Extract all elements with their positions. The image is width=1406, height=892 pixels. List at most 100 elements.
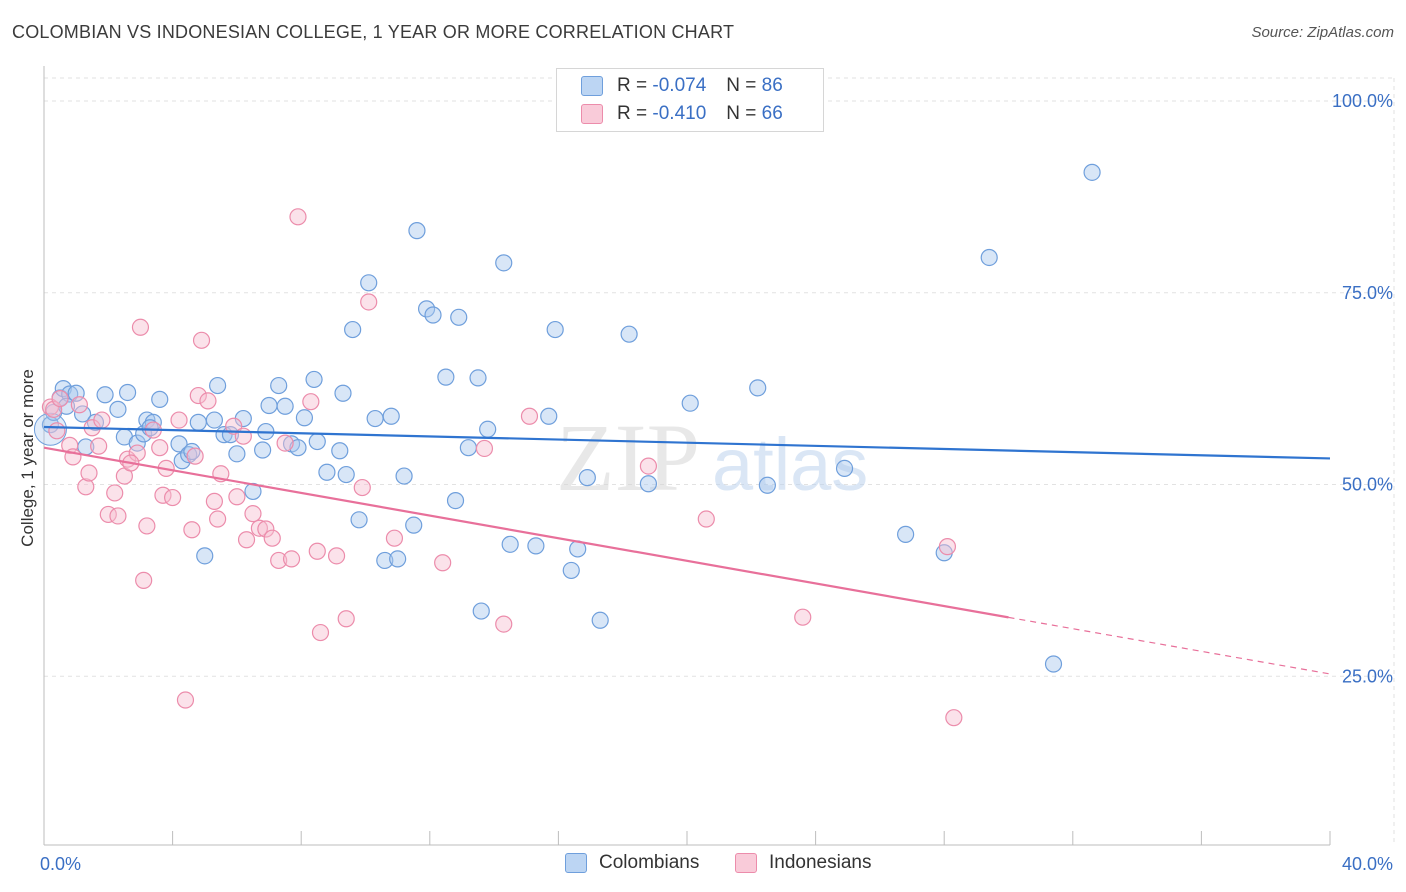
colombians-point <box>405 516 423 534</box>
indonesians-point <box>938 538 957 556</box>
colombians-point <box>681 394 699 412</box>
colombians-point <box>1044 655 1063 673</box>
colombians-point <box>366 409 384 428</box>
watermark-zip: ZIP <box>556 404 700 511</box>
indonesians-point <box>164 488 182 507</box>
colombians-trend-line <box>43 425 1331 460</box>
indonesians-point <box>109 507 127 525</box>
legend-row-indonesians: R = -0.410 N = 66 <box>581 101 783 127</box>
indonesians-point <box>45 400 63 418</box>
indonesians-point <box>138 517 156 535</box>
legend-n-value: 66 <box>761 103 783 124</box>
colombians-point <box>209 376 227 395</box>
indonesians-point <box>282 550 301 568</box>
indonesians-point <box>106 484 124 502</box>
colombians-point <box>459 439 477 457</box>
legend-n-label: N = <box>726 103 757 124</box>
indonesians-point <box>170 411 188 429</box>
chart-title: COLOMBIAN VS INDONESIAN COLLEGE, 1 YEAR … <box>12 22 735 42</box>
legend-r-label: R = <box>617 103 648 124</box>
indonesians-points <box>41 208 963 727</box>
colombians-point <box>73 405 92 423</box>
indonesians-point <box>183 521 201 539</box>
colombians-point <box>151 390 169 408</box>
indonesians-point <box>311 623 330 642</box>
indonesians-point <box>48 422 66 440</box>
indonesians-point <box>186 447 204 465</box>
bottom-legend-swatch-colombians <box>565 853 587 873</box>
indonesians-point <box>308 542 326 560</box>
colombians-point <box>501 535 519 553</box>
colombians-point <box>344 320 362 339</box>
y-tick-label: 75.0% <box>1342 283 1393 303</box>
colombians-point <box>260 396 278 415</box>
indonesians-point <box>93 411 111 429</box>
indonesians-point <box>51 390 69 408</box>
colombians-point <box>472 602 490 620</box>
indonesians-point <box>244 505 262 523</box>
colombians-point <box>639 475 658 493</box>
indonesians-point <box>176 691 195 709</box>
bottom-legend: Colombians Indonesians <box>0 852 1406 878</box>
colombians-point <box>196 547 214 565</box>
colombians-point <box>270 376 288 395</box>
indonesians-point <box>234 427 252 445</box>
colombians-point <box>389 550 407 568</box>
colombians-point <box>350 511 368 529</box>
colombians-point <box>758 476 776 494</box>
colombians-point <box>334 384 352 402</box>
indonesians-point <box>263 529 281 547</box>
y-tick-label: 25.0% <box>1342 666 1393 686</box>
indonesians-point <box>794 608 812 626</box>
legend-row-colombians: R = -0.074 N = 86 <box>581 73 783 99</box>
indonesians-point <box>945 709 963 727</box>
colombians-point <box>469 369 487 387</box>
watermark: ZIP atlas <box>556 404 868 511</box>
indonesians-point <box>475 439 494 458</box>
watermark-atlas: atlas <box>712 423 868 506</box>
indonesians-point <box>250 519 269 537</box>
colombians-point <box>276 397 294 415</box>
indonesians-point <box>209 510 227 528</box>
indonesians-point <box>237 531 256 549</box>
indonesians-point <box>70 396 88 414</box>
indonesians-point <box>520 407 539 425</box>
colombians-point <box>305 370 323 389</box>
colombians-point <box>417 300 436 318</box>
colombians-point <box>382 407 400 425</box>
indonesians-point <box>128 444 146 462</box>
colombians-point <box>749 379 767 397</box>
y-tick-label: 100.0% <box>1332 91 1393 111</box>
bottom-legend-swatch-indonesians <box>735 853 757 873</box>
colombians-point <box>141 419 159 437</box>
colombians-point <box>289 439 307 457</box>
bottom-legend-label-colombians: Colombians <box>599 852 700 873</box>
indonesians-point <box>90 437 108 455</box>
colombians-point <box>540 407 558 425</box>
legend-n-value: 86 <box>761 75 783 96</box>
colombians-point <box>295 409 314 427</box>
colombians-point <box>980 248 998 267</box>
indonesians-point <box>270 551 288 570</box>
colombians-point <box>180 445 198 464</box>
indonesians-point <box>385 529 404 547</box>
source-label: Source: ZipAtlas.com <box>1251 24 1394 41</box>
legend-n-label: N = <box>726 75 757 96</box>
indonesians-point <box>434 554 452 572</box>
colombians-point <box>1083 163 1101 181</box>
indonesians-point <box>495 615 513 633</box>
colombians-point <box>546 320 564 339</box>
x-tick-label: 0.0% <box>40 854 81 874</box>
colombians-point <box>527 537 545 555</box>
colombians-point <box>205 411 223 429</box>
legend-r-value: -0.410 <box>652 103 707 124</box>
indonesians-point <box>199 392 217 410</box>
colombians-point <box>376 551 394 570</box>
legend-swatch-colombians <box>581 76 603 96</box>
colombians-point <box>446 492 465 510</box>
indonesians-point <box>257 520 275 538</box>
indonesians-point <box>289 208 307 226</box>
bottom-legend-colombians: Colombians <box>565 852 699 874</box>
colombians-point <box>620 325 638 343</box>
